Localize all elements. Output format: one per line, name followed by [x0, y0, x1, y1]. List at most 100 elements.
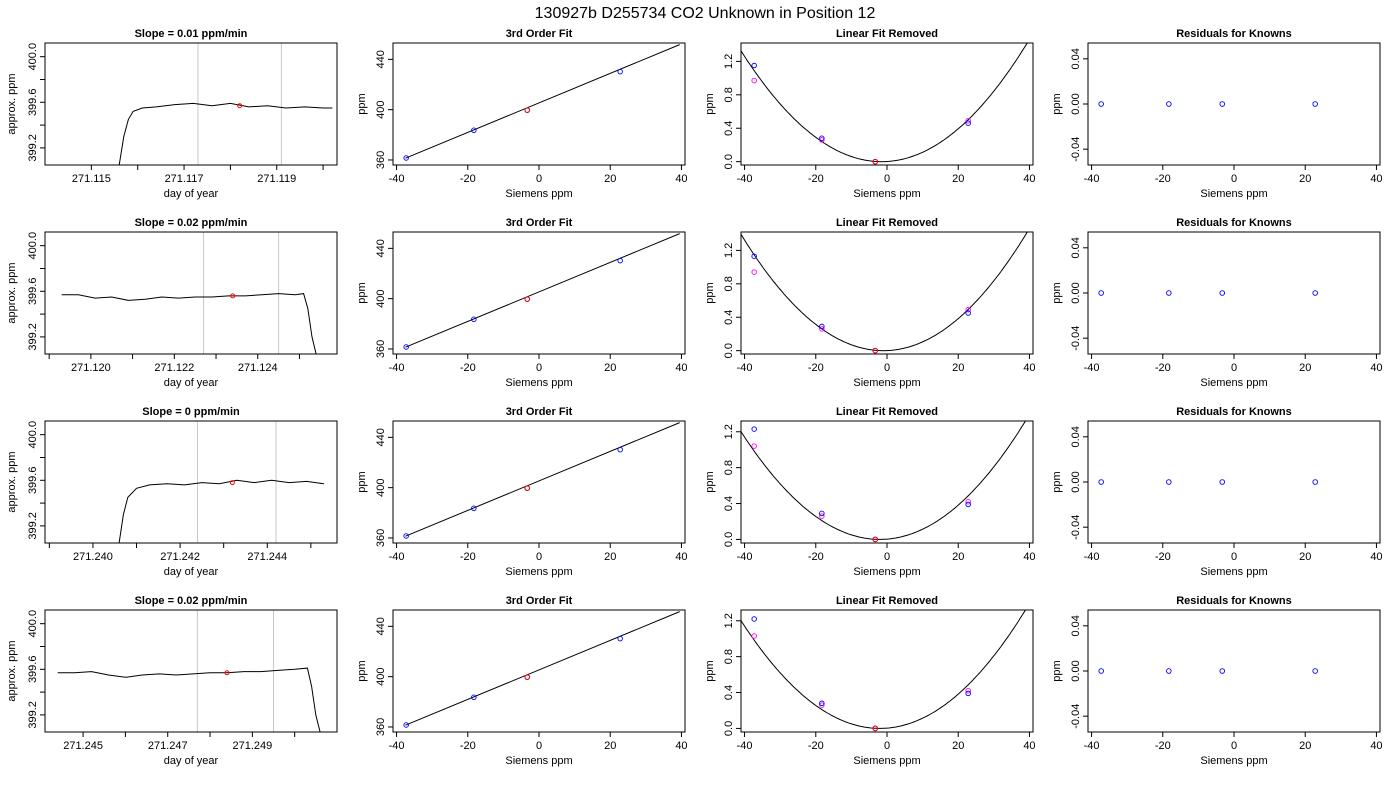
- x-axis-label: Siemens ppm: [1200, 188, 1267, 200]
- y-tick-label: 0.0: [723, 154, 735, 169]
- x-tick-label: -20: [1155, 362, 1171, 374]
- plot-frame: [392, 609, 686, 733]
- x-tick-label: -40: [389, 551, 405, 563]
- residual-point: [1312, 290, 1318, 296]
- x-tick-label: 40: [1023, 362, 1035, 374]
- y-tick-label: 440: [375, 428, 387, 446]
- y-tick-label: 400.0: [27, 43, 39, 71]
- x-tick-label: -40: [1084, 551, 1100, 563]
- data-line: [61, 293, 317, 354]
- residual-point: [1166, 479, 1172, 485]
- plot-frame: [44, 231, 338, 355]
- x-tick-label: 0: [884, 551, 890, 563]
- panel-title: Slope = 0.02 ppm/min: [135, 595, 248, 607]
- plot-area: [1098, 479, 1318, 485]
- x-tick-label: 271.122: [154, 362, 194, 374]
- panel-title: Linear Fit Removed: [836, 595, 938, 607]
- residual-point: [1219, 101, 1225, 107]
- plot-frame: [392, 231, 686, 355]
- panel-16: Residuals for Knowns -40 -20 0 20 40 -0.04 0.00…: [1051, 595, 1383, 767]
- x-tick-label: -20: [460, 362, 476, 374]
- measurement-point: [237, 103, 243, 109]
- y-tick-label: 440: [375, 617, 387, 635]
- y-axis-label: ppm: [1051, 282, 1063, 303]
- y-tick-label: 400.0: [27, 610, 39, 638]
- known-point: [617, 446, 623, 453]
- y-tick-label: 0.8: [723, 649, 735, 664]
- x-axis-label: Siemens ppm: [505, 566, 572, 578]
- known-point: [403, 155, 409, 161]
- magenta-point: [965, 306, 971, 313]
- plot-frame: [740, 420, 1034, 544]
- panel-title: Residuals for Knowns: [1176, 217, 1292, 229]
- panel-title: Residuals for Knowns: [1176, 595, 1292, 607]
- x-tick-label: 40: [1370, 173, 1382, 185]
- unknown-point: [524, 674, 531, 680]
- y-axis-label: ppm: [704, 660, 716, 681]
- y-axis-label: ppm: [1051, 660, 1063, 681]
- x-axis-label: Siemens ppm: [1200, 377, 1267, 389]
- y-axis-label: ppm: [356, 282, 368, 303]
- y-tick-label: 400: [375, 289, 387, 307]
- plot-frame: [1087, 231, 1381, 355]
- y-tick-label: 400.0: [27, 232, 39, 260]
- y-tick-label: 1.2: [723, 54, 735, 69]
- residual-point: [1166, 290, 1172, 296]
- plot-area: [1098, 668, 1318, 674]
- known-point: [471, 127, 477, 134]
- y-tick-label: 0.8: [723, 460, 735, 475]
- x-axis-label: Siemens ppm: [505, 188, 572, 200]
- y-tick-label: 1.2: [723, 424, 735, 439]
- x-tick-label: 0: [536, 362, 542, 374]
- x-axis-label: Siemens ppm: [505, 377, 572, 389]
- y-tick-label: 360: [375, 340, 387, 358]
- y-tick-label: 400: [375, 667, 387, 685]
- panel-title: Slope = 0 ppm/min: [142, 406, 240, 418]
- magenta-point: [751, 77, 757, 84]
- x-tick-label: 271.247: [148, 740, 188, 752]
- x-tick-label: -40: [389, 362, 405, 374]
- x-axis-label: day of year: [164, 566, 219, 578]
- y-tick-label: 0.04: [1070, 615, 1082, 636]
- x-tick-label: 0: [1231, 551, 1237, 563]
- plot-area: [403, 233, 680, 350]
- known-point: [617, 68, 623, 75]
- x-tick-label: -40: [737, 173, 753, 185]
- x-tick-label: -40: [389, 740, 405, 752]
- x-tick-label: -40: [737, 362, 753, 374]
- x-tick-label: 20: [952, 740, 964, 752]
- y-tick-label: 0.4: [723, 685, 735, 700]
- residual-point: [1312, 668, 1318, 674]
- unknown-point: [524, 485, 531, 491]
- x-tick-label: 20: [604, 551, 616, 563]
- y-tick-label: 0.4: [723, 496, 735, 511]
- panel-2: Slope = 0.02 ppm/min 271.120 271.122 271.12…: [6, 217, 338, 389]
- x-tick-label: 0: [536, 551, 542, 563]
- known-point: [617, 257, 623, 264]
- y-axis-label: approx. ppm: [6, 451, 18, 512]
- y-tick-label: 0.04: [1070, 237, 1082, 258]
- plot-area: [57, 667, 321, 732]
- panel-title: 3rd Order Fit: [506, 406, 573, 418]
- panel-title: 3rd Order Fit: [506, 595, 573, 607]
- x-tick-label: 20: [1299, 551, 1311, 563]
- known-point: [403, 344, 409, 350]
- residual-point: [1219, 290, 1225, 296]
- x-axis-label: day of year: [164, 755, 219, 767]
- x-tick-label: 40: [675, 551, 687, 563]
- y-tick-label: 400: [375, 478, 387, 496]
- plot-frame: [1087, 420, 1381, 544]
- x-tick-label: 20: [1299, 740, 1311, 752]
- blue-point: [965, 501, 971, 508]
- panel-10: Linear Fit Removed -40 -20 0 20 40 0.0 0.4 0.8 1.…: [704, 217, 1036, 389]
- y-tick-label: -0.04: [1070, 137, 1082, 162]
- y-axis-label: approx. ppm: [6, 640, 18, 701]
- x-tick-label: 0: [536, 173, 542, 185]
- y-tick-label: 0.00: [1070, 660, 1082, 681]
- plot-area: [403, 611, 680, 728]
- y-tick-label: 0.04: [1070, 48, 1082, 69]
- x-tick-label: 271.117: [165, 173, 204, 185]
- residual-point: [1166, 668, 1172, 674]
- y-tick-label: -0.04: [1070, 704, 1082, 729]
- blue-point: [965, 310, 971, 316]
